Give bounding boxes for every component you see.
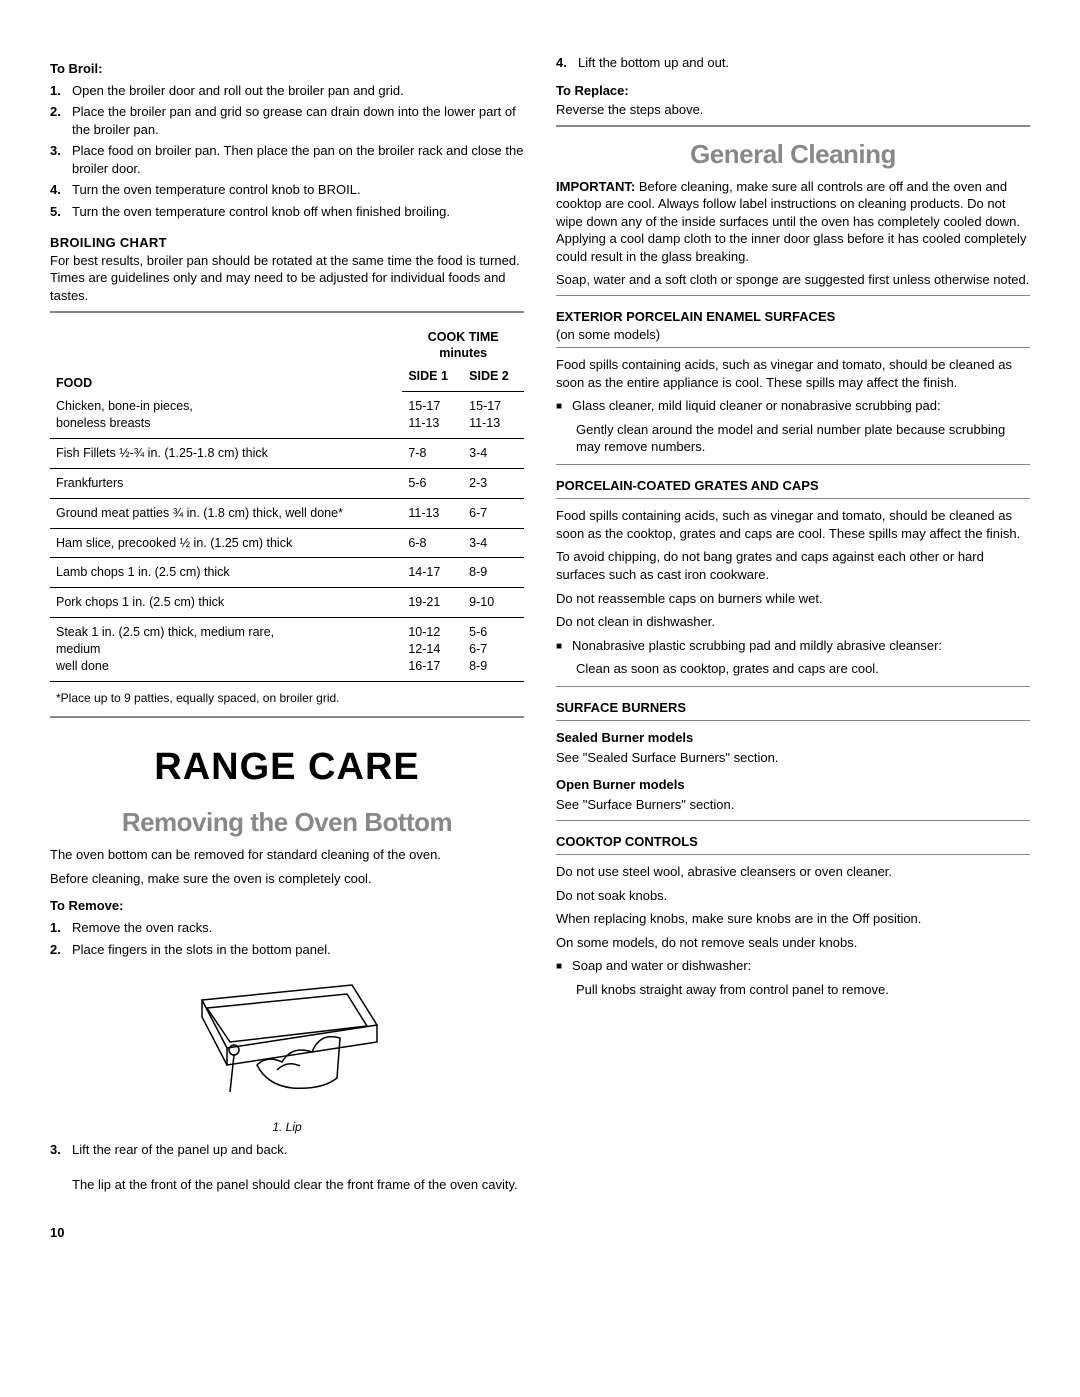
table-row: Ham slice, precooked ½ in. (1.25 cm) thi… bbox=[50, 528, 524, 558]
open-burner-body: See "Surface Burners" section. bbox=[556, 796, 1030, 814]
controls-p3: When replacing knobs, make sure knobs ar… bbox=[556, 910, 1030, 928]
controls-p2: Do not soak knobs. bbox=[556, 887, 1030, 905]
important-label: IMPORTANT: bbox=[556, 179, 635, 194]
col-food: FOOD bbox=[50, 323, 402, 392]
table-row: Lamb chops 1 in. (2.5 cm) thick14-178-9 bbox=[50, 558, 524, 588]
to-broil-heading: To Broil: bbox=[50, 60, 524, 78]
broiling-chart-footnote: *Place up to 9 patties, equally spaced, … bbox=[50, 682, 524, 710]
table-row: Frankfurters5-62-3 bbox=[50, 468, 524, 498]
col-side2: SIDE 2 bbox=[463, 362, 524, 391]
grates-heading: PORCELAIN-COATED GRATES AND CAPS bbox=[556, 477, 1030, 495]
controls-heading: COOKTOP CONTROLS bbox=[556, 833, 1030, 851]
table-row: Ground meat patties ¾ in. (1.8 cm) thick… bbox=[50, 498, 524, 528]
exterior-note1: Gently clean around the model and serial… bbox=[576, 421, 1030, 456]
general-cleaning-p2: Soap, water and a soft cloth or sponge a… bbox=[556, 271, 1030, 289]
exterior-heading: EXTERIOR PORCELAIN ENAMEL SURFACES bbox=[556, 308, 1030, 326]
broiling-chart-table: FOOD COOK TIME minutes SIDE 1 SIDE 2 Chi… bbox=[50, 323, 524, 682]
right-column: 4.Lift the bottom up and out. To Replace… bbox=[556, 50, 1030, 1241]
sealed-burner-head: Sealed Burner models bbox=[556, 729, 1030, 747]
grates-p2: To avoid chipping, do not bang grates an… bbox=[556, 548, 1030, 583]
range-care-p2: Before cleaning, make sure the oven is c… bbox=[50, 870, 524, 888]
table-row: Pork chops 1 in. (2.5 cm) thick19-219-10 bbox=[50, 588, 524, 618]
burners-heading: SURFACE BURNERS bbox=[556, 699, 1030, 717]
controls-p4: On some models, do not remove seals unde… bbox=[556, 934, 1030, 952]
col-cooktime: COOK TIME bbox=[428, 330, 499, 344]
broil-step-3: Place food on broiler pan. Then place th… bbox=[72, 142, 524, 177]
to-remove-step4: 4.Lift the bottom up and out. bbox=[556, 54, 1030, 72]
general-cleaning-important: IMPORTANT: Before cleaning, make sure al… bbox=[556, 178, 1030, 266]
open-burner-head: Open Burner models bbox=[556, 776, 1030, 794]
exterior-bullet1: Glass cleaner, mild liquid cleaner or no… bbox=[572, 397, 1030, 415]
remove-step-4: Lift the bottom up and out. bbox=[578, 54, 1030, 72]
remove-step-1: Remove the oven racks. bbox=[72, 919, 524, 937]
grates-bullet1: Nonabrasive plastic scrubbing pad and mi… bbox=[572, 637, 1030, 655]
figure-caption: 1. Lip bbox=[50, 1119, 524, 1135]
to-replace-body: Reverse the steps above. bbox=[556, 101, 1030, 119]
controls-p1: Do not use steel wool, abrasive cleanser… bbox=[556, 863, 1030, 881]
general-cleaning-title: General Cleaning bbox=[556, 137, 1030, 172]
page-number: 10 bbox=[50, 1224, 524, 1242]
table-row: Fish Fillets ½-¾ in. (1.25-1.8 cm) thick… bbox=[50, 438, 524, 468]
table-row: Chicken, bone-in pieces, boneless breast… bbox=[50, 392, 524, 439]
exterior-sub: (on some models) bbox=[556, 326, 1030, 344]
left-column: To Broil: 1.Open the broiler door and ro… bbox=[50, 50, 524, 1241]
to-remove-steps: 1.Remove the oven racks. 2.Place fingers… bbox=[50, 919, 524, 958]
grates-p1: Food spills containing acids, such as vi… bbox=[556, 507, 1030, 542]
grates-p4: Do not clean in dishwasher. bbox=[556, 613, 1030, 631]
controls-note1: Pull knobs straight away from control pa… bbox=[576, 981, 1030, 999]
removing-oven-bottom-title: Removing the Oven Bottom bbox=[50, 805, 524, 840]
to-replace-heading: To Replace: bbox=[556, 82, 1030, 100]
sealed-burner-body: See "Sealed Surface Burners" section. bbox=[556, 749, 1030, 767]
oven-bottom-illustration-icon bbox=[172, 970, 402, 1110]
broiling-chart-heading: BROILING CHART bbox=[50, 234, 524, 252]
page-columns: To Broil: 1.Open the broiler door and ro… bbox=[50, 50, 1030, 1241]
to-remove-steps-cont: 3. Lift the rear of the panel up and bac… bbox=[50, 1141, 524, 1194]
grates-p3: Do not reassemble caps on burners while … bbox=[556, 590, 1030, 608]
col-minutes: minutes bbox=[439, 346, 487, 360]
broil-step-1: Open the broiler door and roll out the b… bbox=[72, 82, 524, 100]
oven-bottom-figure: 1. Lip bbox=[50, 970, 524, 1135]
remove-step-3b: The lip at the front of the panel should… bbox=[72, 1177, 518, 1192]
col-side1: SIDE 1 bbox=[402, 362, 463, 391]
controls-bullet1: Soap and water or dishwasher: bbox=[572, 957, 1030, 975]
exterior-p1: Food spills containing acids, such as vi… bbox=[556, 356, 1030, 391]
broil-step-2: Place the broiler pan and grid so grease… bbox=[72, 103, 524, 138]
broiling-chart-intro: For best results, broiler pan should be … bbox=[50, 252, 524, 305]
remove-step-3a: Lift the rear of the panel up and back. bbox=[72, 1142, 287, 1157]
table-row: Steak 1 in. (2.5 cm) thick, medium rare,… bbox=[50, 618, 524, 682]
to-remove-heading: To Remove: bbox=[50, 897, 524, 915]
range-care-p1: The oven bottom can be removed for stand… bbox=[50, 846, 524, 864]
broil-step-4: Turn the oven temperature control knob t… bbox=[72, 181, 524, 199]
grates-note1: Clean as soon as cooktop, grates and cap… bbox=[576, 660, 1030, 678]
to-broil-steps: 1.Open the broiler door and roll out the… bbox=[50, 82, 524, 221]
range-care-title: RANGE CARE bbox=[50, 742, 524, 793]
remove-step-2: Place fingers in the slots in the bottom… bbox=[72, 941, 524, 959]
broil-step-5: Turn the oven temperature control knob o… bbox=[72, 203, 524, 221]
